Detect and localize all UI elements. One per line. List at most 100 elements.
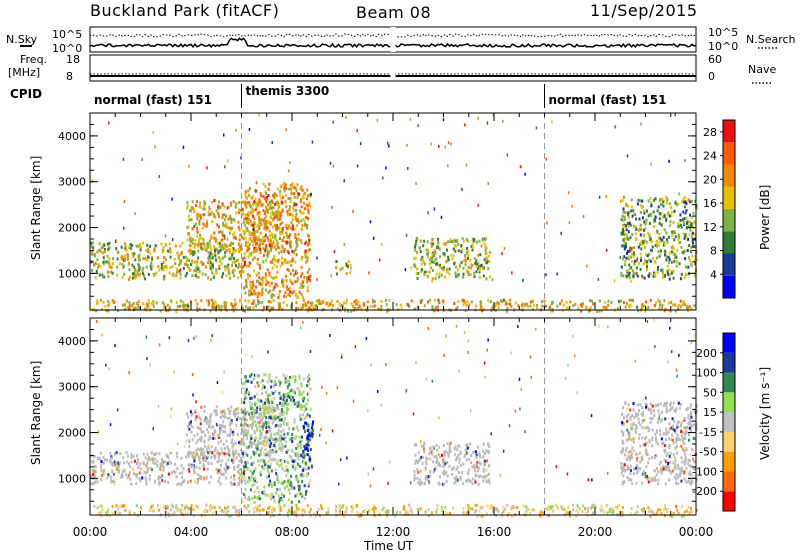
- echo-cell: [137, 263, 140, 267]
- echo-cell: [166, 462, 168, 466]
- echo-cell: [471, 248, 474, 252]
- echo-cell: [685, 209, 688, 213]
- echo-cell: [259, 200, 262, 204]
- echo-cell: [284, 376, 287, 380]
- echo-cell: [189, 268, 192, 272]
- echo-cell: [253, 226, 256, 230]
- echo-cell: [288, 205, 291, 208]
- echo-cell: [241, 208, 244, 212]
- echo-cell: [633, 212, 636, 216]
- echo-cell: [228, 276, 231, 280]
- echo-cell: [271, 210, 274, 214]
- echo-cell: [213, 506, 216, 510]
- echo-cell: [235, 202, 238, 206]
- echo-cell: [547, 505, 550, 509]
- echo-cell: [674, 235, 677, 239]
- echo-cell: [226, 465, 229, 469]
- echo-speck: [629, 248, 632, 252]
- echo-cell: [388, 298, 391, 302]
- echo-cell: [640, 205, 643, 209]
- echo-cell: [188, 266, 190, 270]
- echo-cell: [304, 241, 307, 245]
- echo-cell: [550, 309, 553, 313]
- echo-cell: [237, 243, 240, 246]
- echo-cell: [265, 196, 268, 199]
- echo-cell: [662, 467, 665, 471]
- echo-cell: [679, 223, 682, 227]
- echo-cell: [289, 196, 292, 200]
- echo-cell: [211, 451, 214, 455]
- echo-cell: [212, 304, 215, 308]
- echo-cell: [232, 247, 235, 251]
- echo-cell: [243, 200, 246, 204]
- echo-speck: [224, 165, 226, 169]
- echo-cell: [220, 244, 223, 248]
- echo-cell: [435, 443, 438, 447]
- echo-cell: [646, 254, 649, 258]
- echo-cell: [250, 292, 253, 296]
- echo-cell: [232, 249, 235, 253]
- echo-cell: [111, 262, 114, 266]
- echo-cell: [624, 217, 626, 221]
- echo-cell: [228, 448, 231, 452]
- echo-cell: [211, 264, 214, 268]
- echo-cell: [242, 465, 245, 469]
- velocity-echoes: [90, 318, 698, 518]
- echo-cell: [657, 250, 660, 253]
- echo-cell: [453, 481, 456, 485]
- echo-cell: [243, 467, 246, 471]
- echo-cell: [198, 466, 201, 470]
- echo-cell: [277, 480, 280, 484]
- echo-cell: [222, 247, 225, 251]
- echo-cell: [249, 478, 251, 482]
- echo-speck: [235, 128, 237, 132]
- echo-cell: [665, 231, 668, 235]
- echo-cell: [303, 304, 306, 308]
- echo-speck: [343, 243, 345, 246]
- echo-cell: [624, 242, 627, 246]
- echo-cell: [230, 421, 233, 425]
- echo-cell: [661, 410, 663, 414]
- echo-cell: [200, 476, 203, 479]
- echo-cell: [245, 200, 248, 204]
- echo-cell: [137, 244, 140, 248]
- echo-cell: [124, 508, 127, 512]
- echo-cell: [240, 423, 243, 427]
- echo-cell: [116, 257, 119, 261]
- echo-cell: [295, 292, 298, 296]
- echo-cell: [275, 472, 278, 476]
- echo-cell: [431, 277, 434, 281]
- echo-cell: [623, 215, 626, 219]
- echo-cell: [191, 200, 194, 204]
- echo-cell: [306, 280, 309, 284]
- echo-cell: [244, 223, 247, 227]
- echo-cell: [292, 390, 295, 394]
- echo-cell: [635, 412, 637, 416]
- echo-cell: [271, 206, 273, 210]
- echo-cell: [217, 441, 220, 445]
- echo-cell: [259, 192, 262, 195]
- echo-cell: [666, 452, 669, 456]
- echo-cell: [212, 213, 215, 217]
- echo-cell: [246, 249, 249, 253]
- echo-cell: [146, 243, 149, 247]
- echo-cell: [218, 423, 221, 427]
- echo-cell: [291, 291, 294, 295]
- echo-cell: [659, 433, 662, 436]
- echo-cell: [251, 195, 254, 199]
- echo-cell: [677, 202, 680, 206]
- echo-cell: [474, 504, 477, 507]
- echo-cell: [251, 302, 253, 306]
- echo-cell: [300, 241, 303, 245]
- echo-cell: [195, 275, 198, 279]
- echo-cell: [207, 276, 210, 280]
- echo-cell: [233, 467, 236, 471]
- echo-cell: [562, 303, 565, 307]
- echo-cell: [194, 239, 197, 243]
- echo-cell: [625, 302, 628, 306]
- echo-cell: [656, 231, 659, 235]
- echo-cell: [244, 230, 247, 234]
- echo-cell: [434, 276, 437, 280]
- echo-cell: [274, 282, 277, 286]
- echo-cell: [290, 192, 293, 196]
